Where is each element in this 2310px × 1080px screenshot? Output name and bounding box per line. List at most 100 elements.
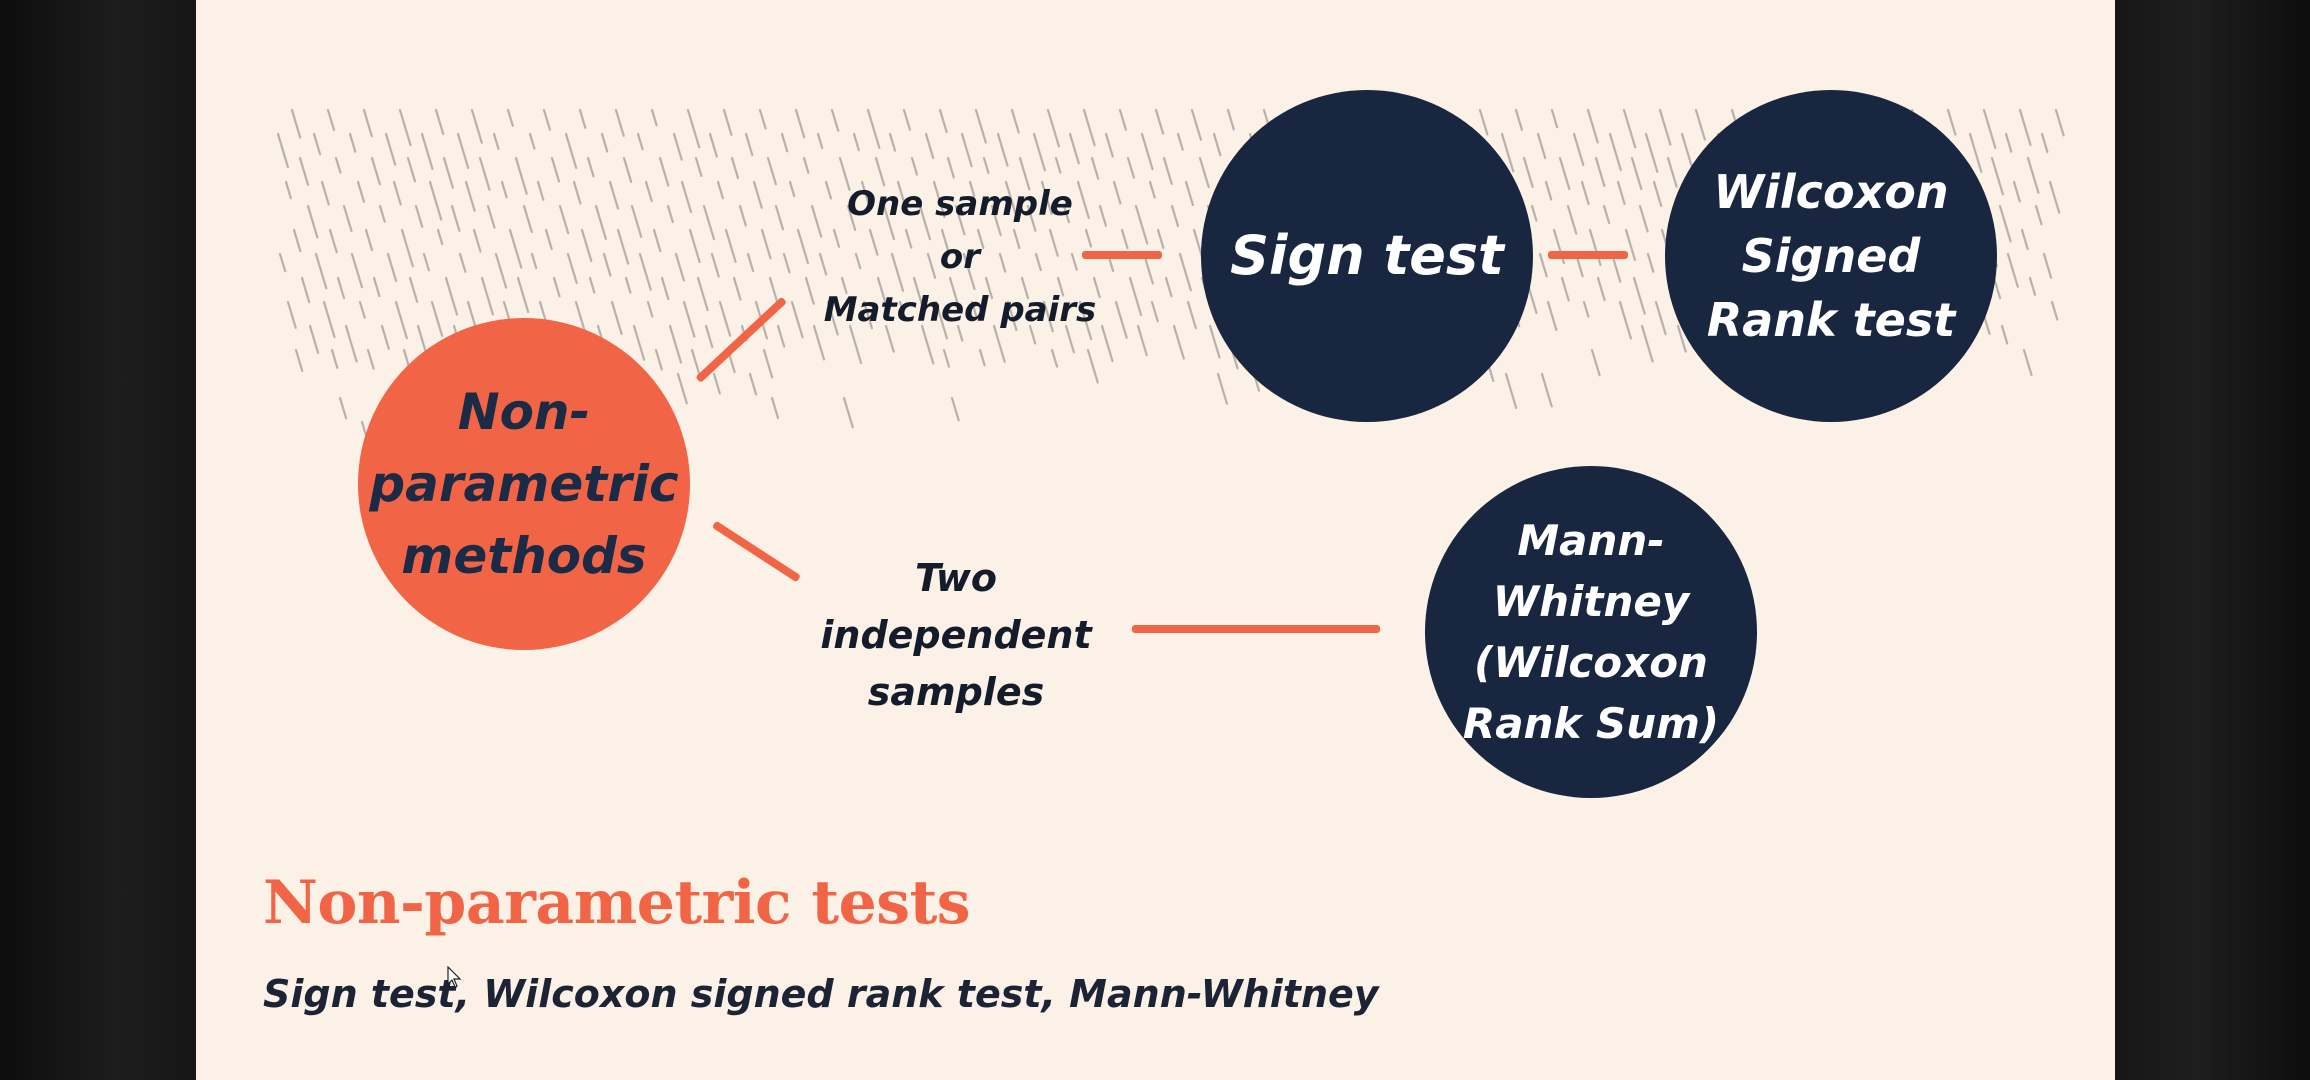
hatch-stroke [942, 348, 951, 368]
hatch-stroke [746, 252, 755, 273]
hatch-stroke [574, 300, 586, 332]
hatch-stroke [1112, 180, 1122, 205]
node-label-line: (Wilcoxon [1474, 638, 1708, 687]
hatch-stroke [578, 108, 587, 129]
hatch-stroke [2042, 252, 2053, 279]
hatch-stroke [1616, 180, 1626, 205]
hatch-stroke [660, 276, 670, 301]
hatch-stroke [1050, 348, 1059, 368]
hatch-stroke [2026, 156, 2040, 194]
hatch-stroke [1596, 276, 1606, 302]
hatch-stroke [356, 180, 366, 203]
hatch-stroke [364, 228, 374, 252]
hatch-stroke [874, 156, 886, 187]
hatch-stroke [586, 156, 595, 178]
hatch-stroke [276, 132, 290, 169]
hatch-stroke [1118, 108, 1128, 131]
hatch-stroke [854, 252, 862, 270]
hatch-stroke [776, 324, 786, 348]
video-frame-left [0, 0, 196, 1080]
hatch-stroke [1076, 180, 1090, 219]
hatch-stroke [1588, 228, 1602, 266]
hatch-stroke [1540, 372, 1553, 408]
hatch-stroke [780, 132, 789, 153]
hatch-stroke [294, 348, 304, 372]
hatch-stroke [724, 228, 737, 263]
hatch-stroke [558, 204, 570, 235]
mouse-cursor-icon [447, 966, 462, 988]
hatch-stroke [552, 276, 561, 298]
hatch-stroke [710, 252, 720, 278]
hatch-stroke [1560, 276, 1570, 302]
hatch-stroke [1522, 156, 1534, 188]
hatch-stroke [932, 180, 946, 219]
hatch-stroke [696, 276, 709, 312]
hatch-stroke [614, 108, 625, 137]
hatch-stroke [402, 348, 410, 367]
hatch-stroke [882, 204, 896, 241]
hatch-stroke [766, 156, 778, 186]
hatch-stroke [998, 252, 1007, 273]
slide: Non- parametric methods One sample or Ma… [196, 0, 2115, 1080]
hatch-stroke [838, 156, 851, 191]
hatch-stroke [1998, 204, 2012, 243]
hatch-stroke [544, 228, 553, 251]
hatch-stroke [514, 156, 528, 195]
hatch-stroke [744, 132, 754, 157]
hatch-stroke [946, 156, 955, 179]
hatch-stroke [1602, 204, 1611, 224]
hatch-stroke [1500, 132, 1515, 173]
hatch-stroke [984, 276, 994, 299]
hatch-stroke [1694, 108, 1706, 141]
hatch-stroke [748, 372, 758, 396]
hatch-stroke [1120, 228, 1129, 250]
hatch-stroke [298, 156, 310, 186]
hatch-stroke [580, 228, 593, 262]
hatch-stroke [1176, 132, 1184, 151]
hatch-stroke [1070, 252, 1078, 271]
hatch-stroke [1212, 132, 1222, 157]
hatch-stroke [292, 228, 302, 253]
hatch-stroke [2004, 132, 2013, 153]
hatch-stroke [652, 228, 662, 253]
hatch-stroke [722, 108, 733, 136]
hatch-stroke [2034, 204, 2043, 226]
hatch-stroke [408, 276, 419, 303]
connector-two-samples-to-mann-whitney [1132, 625, 1380, 633]
connector-sign-test-to-wilcoxon [1548, 251, 1628, 259]
hatch-stroke [752, 180, 763, 209]
hatch-stroke [436, 228, 444, 246]
hatch-stroke [320, 180, 330, 206]
node-label-line: Non- [457, 383, 591, 441]
hatch-stroke [442, 156, 454, 189]
hatch-stroke [978, 348, 986, 367]
hatch-stroke [2012, 180, 2021, 203]
hatch-stroke [278, 252, 287, 273]
hatch-stroke [610, 300, 623, 336]
hatch-stroke [328, 228, 338, 254]
hatch-stroke [1028, 324, 1037, 345]
hatch-stroke [464, 180, 476, 212]
hatch-stroke [1646, 252, 1655, 273]
hatch-stroke [1148, 180, 1156, 199]
hatch-stroke [1968, 132, 1983, 173]
hatch-stroke [2028, 276, 2037, 296]
hatch-stroke [1006, 300, 1018, 331]
hatch-stroke [2006, 252, 2019, 288]
hatch-stroke [516, 276, 530, 314]
hatch-stroke [690, 348, 701, 377]
hatch-stroke [774, 204, 785, 231]
hatch-stroke [636, 132, 644, 151]
hatch-stroke [1104, 132, 1114, 158]
node-mann-whitney: Mann- Whitney (Wilcoxon Rank Sum) [1425, 466, 1757, 798]
hatch-stroke [1608, 132, 1622, 172]
hatch-stroke [852, 132, 860, 152]
hatch-stroke [624, 276, 632, 294]
hatch-stroke [608, 180, 620, 210]
hatch-stroke [1078, 300, 1093, 341]
hatch-stroke [868, 228, 879, 256]
hatch-stroke [716, 180, 725, 200]
hatch-stroke [2020, 228, 2029, 251]
hatch-stroke [794, 108, 806, 139]
hatch-stroke [1140, 132, 1154, 171]
